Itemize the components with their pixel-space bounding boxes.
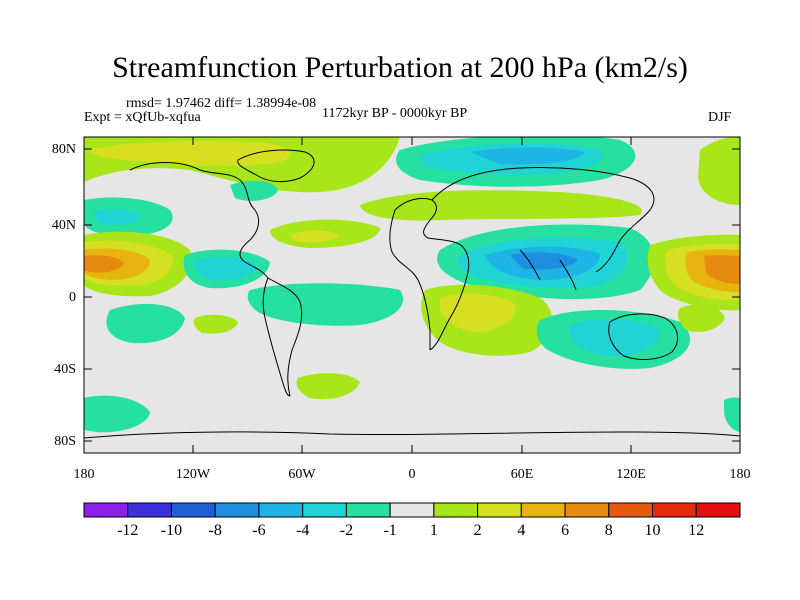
lat-tick-label: 80N (52, 142, 76, 157)
coastline-south-america-east (267, 277, 303, 397)
stats-label: rmsd= 1.97462 diff= 1.38994e-08 (126, 96, 317, 111)
lat-tick-label: 80S (54, 434, 76, 449)
colorbar-swatch (520, 502, 566, 518)
colorbar-label: 2 (474, 522, 482, 539)
lon-tick-label: 120E (616, 467, 646, 482)
lat-tick-label: 0 (69, 290, 76, 305)
colorbar-swatch (433, 502, 479, 518)
colorbar-label: -4 (296, 522, 309, 539)
contour-positive-wpacific-peak (704, 255, 740, 284)
contour-positive-eurasia-band (360, 190, 642, 221)
plot-title: Streamfunction Perturbation at 200 hPa (… (112, 51, 688, 84)
colorbar-swatch (83, 502, 129, 518)
experiment-label: Expt = xQfUb-xqfua (84, 110, 201, 125)
lat-tick-label: 40N (52, 218, 76, 233)
colorbar-swatch (127, 502, 172, 518)
contour-negative-southern-ocean-west (84, 395, 150, 433)
coastline-eurasia (431, 166, 655, 273)
contour-negative-southern-ocean-east (724, 397, 740, 432)
coastline-greenland (237, 149, 315, 183)
colorbar-swatch (652, 502, 697, 518)
contour-positive-spacific-small (193, 314, 238, 334)
colorbar-labels: -12 -10 -8 -6 -4 -2 -1 1 2 4 6 8 10 12 (117, 522, 704, 539)
colorbar-label: 8 (605, 522, 613, 539)
colorbar-swatch (695, 502, 741, 518)
lon-tick-label: 60W (288, 467, 316, 482)
lon-tick-label: 180 (74, 467, 95, 482)
colorbar-label: 6 (561, 522, 569, 539)
season-label: DJF (708, 110, 732, 125)
contour-negative-spacific (106, 303, 185, 344)
longitude-axis: 180 120W 60W 0 60E 120E 180 (74, 467, 751, 482)
colorbar-swatch (477, 502, 522, 518)
coastlines (84, 149, 740, 439)
coastline-south-america-west (262, 277, 291, 397)
colorbar-label: -6 (252, 522, 265, 539)
contour-negative-australia-core (570, 318, 661, 356)
colorbar-label: -12 (117, 522, 138, 539)
colorbar-label: -8 (209, 522, 222, 539)
colorbar-swatch (302, 502, 347, 518)
lon-tick-label: 120W (176, 467, 211, 482)
colorbar-label: 12 (688, 522, 704, 539)
lon-tick-label: 60E (511, 467, 534, 482)
contour-positive-arctic-core (88, 140, 291, 166)
contour-positive-cpacific-peak (84, 255, 124, 273)
colorbar-label: -2 (340, 522, 353, 539)
coastline-africa-east (394, 197, 470, 351)
contour-positive-south-atlantic (296, 373, 360, 400)
colorbar-swatch (170, 502, 216, 518)
colorbar-swatch (389, 502, 435, 518)
lon-tick-label: 180 (730, 467, 751, 482)
coastline-south-asia (519, 249, 577, 291)
contour-positive-atlantic-core (290, 230, 340, 243)
latitude-axis: 80N 40N 0 40S 80S (52, 142, 76, 449)
longitude-tick-marks (192, 137, 632, 453)
colorbar-label: -10 (161, 522, 182, 539)
contour-positive-npacific-east (698, 137, 740, 205)
contour-fields (84, 137, 740, 433)
colorbar-swatch (564, 502, 610, 518)
colorbar-swatch (608, 502, 654, 518)
colorbar-swatch (345, 502, 391, 518)
contour-negative-canada (230, 180, 278, 201)
contour-negative-asia-peak (510, 252, 578, 270)
colorbar-label: -1 (383, 522, 396, 539)
contour-positive-spacific-east (678, 304, 725, 332)
colorbar-label: 10 (645, 522, 661, 539)
lat-tick-label: 40S (54, 362, 76, 377)
colorbar-label: 1 (430, 522, 438, 539)
contour-negative-npacific-core (92, 209, 142, 225)
contour-negative-epacific-core (194, 257, 258, 281)
colorbar-swatch (258, 502, 304, 518)
latitude-tick-marks (84, 148, 740, 442)
contour-positive-safrica-core (440, 293, 516, 332)
map-background (84, 137, 740, 453)
period-label: 1172kyr BP - 0000kyr BP (322, 106, 468, 121)
colorbar-swatch (214, 502, 260, 518)
colorbar (83, 502, 741, 518)
coastline-antarctica (84, 431, 740, 439)
contour-negative-satlantic (247, 283, 404, 326)
colorbar-label: 4 (517, 522, 525, 539)
coastline-africa-west (389, 209, 431, 350)
lon-tick-label: 0 (409, 467, 416, 482)
coastline-north-america (129, 162, 269, 279)
contour-negative-arctic-core (470, 147, 585, 165)
coastline-australia (608, 313, 679, 360)
